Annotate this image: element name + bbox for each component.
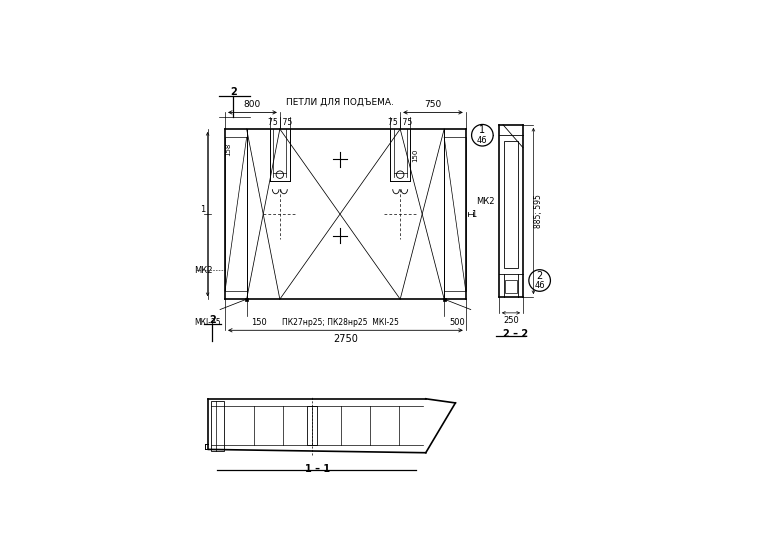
- Bar: [225, 137, 247, 291]
- Bar: [504, 141, 518, 268]
- Text: МК2: МК2: [194, 266, 213, 274]
- Text: 150: 150: [250, 318, 266, 327]
- Text: 1 – 1: 1 – 1: [304, 464, 329, 473]
- Circle shape: [471, 125, 493, 146]
- Text: 2 – 2: 2 – 2: [502, 329, 528, 338]
- Bar: [505, 280, 517, 293]
- Text: 800: 800: [244, 100, 261, 109]
- Text: 750: 750: [424, 100, 442, 109]
- Text: 150: 150: [412, 148, 418, 162]
- Text: 885; 595: 885; 595: [534, 194, 543, 228]
- Text: 1: 1: [479, 125, 486, 135]
- Bar: [307, 406, 317, 445]
- Circle shape: [529, 270, 550, 291]
- Text: 158: 158: [225, 143, 231, 156]
- Text: 75  75: 75 75: [388, 118, 412, 127]
- Text: 2: 2: [209, 315, 216, 325]
- Text: 250: 250: [503, 316, 519, 325]
- Text: 1: 1: [471, 210, 477, 219]
- Text: 2: 2: [537, 271, 543, 280]
- Text: ПК27нр25; ПК28нр25  МКI-25: ПК27нр25; ПК28нр25 МКI-25: [282, 318, 398, 327]
- Bar: [245, 298, 248, 301]
- Text: 46: 46: [534, 281, 545, 290]
- Bar: [444, 137, 466, 291]
- Text: 2750: 2750: [333, 334, 357, 344]
- Text: ПЕТЛИ ДЛЯ ПОДЪЕМА.: ПЕТЛИ ДЛЯ ПОДЪЕМА.: [286, 98, 394, 107]
- Bar: [210, 401, 224, 451]
- Text: МКI-25: МКI-25: [194, 318, 221, 327]
- Text: МК2: МК2: [476, 197, 495, 206]
- Text: 75  75: 75 75: [268, 118, 292, 127]
- Text: 1: 1: [200, 205, 205, 215]
- Text: 500: 500: [449, 318, 465, 327]
- Text: 46: 46: [477, 136, 488, 144]
- Bar: [442, 298, 446, 301]
- Text: 2: 2: [230, 87, 237, 96]
